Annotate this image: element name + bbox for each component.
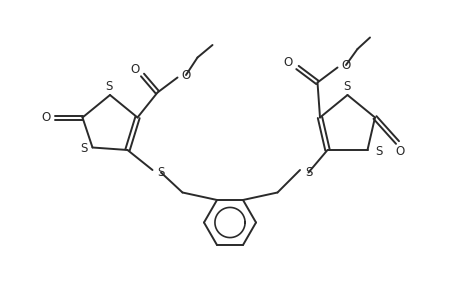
Text: S: S <box>342 80 349 93</box>
Text: S: S <box>105 80 112 93</box>
Text: S: S <box>304 166 312 179</box>
Text: O: O <box>130 62 140 76</box>
Text: O: O <box>341 58 350 71</box>
Text: O: O <box>181 68 190 82</box>
Text: O: O <box>41 111 50 124</box>
Text: S: S <box>374 145 381 158</box>
Text: O: O <box>283 56 292 69</box>
Text: O: O <box>395 145 404 158</box>
Text: S: S <box>80 142 87 155</box>
Text: S: S <box>157 166 164 179</box>
